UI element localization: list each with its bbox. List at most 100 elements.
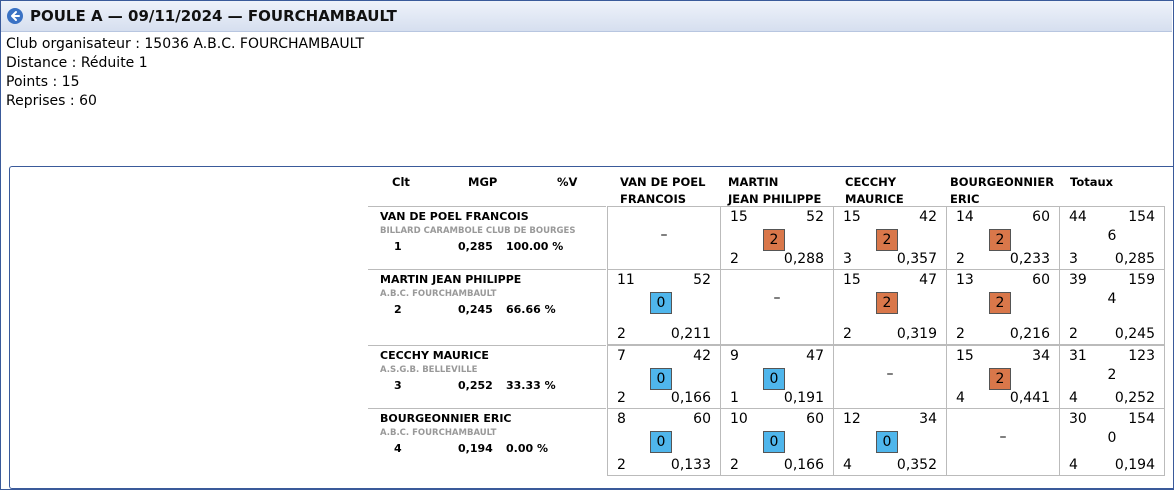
player-row[interactable]: MARTIN JEAN PHILIPPE A.B.C. FOURCHAMBAULT…	[368, 269, 606, 344]
cell-caramboles: 60	[1032, 209, 1050, 225]
cell-caramboles: 52	[693, 272, 711, 288]
totals-cell: 39 159 4 2 0,245	[1059, 269, 1165, 345]
cell-average: 0,166	[783, 457, 824, 473]
distance-info: Distance : Réduite 1	[6, 55, 148, 71]
cell-points: 12	[843, 411, 861, 427]
player-win-pct: 0.00 %	[506, 442, 548, 455]
loss-badge: 0	[763, 368, 785, 390]
cell-caramboles: 52	[806, 209, 824, 225]
cell-points: 13	[956, 272, 974, 288]
page-title: POULE A — 09/11/2024 — FOURCHAMBAULT	[30, 7, 397, 25]
cell-match-points-total: 2	[1107, 367, 1117, 383]
cell-points: 31	[1069, 348, 1087, 364]
cell-points: 15	[843, 272, 861, 288]
cell-average: 0,133	[670, 457, 711, 473]
player-name: BOURGEONNIER ERIC	[380, 412, 512, 425]
loss-badge: 0	[650, 368, 672, 390]
player-club: A.B.C. FOURCHAMBAULT	[380, 289, 497, 299]
cell-series: 2	[617, 326, 626, 342]
col-header-pct: %V	[557, 175, 578, 189]
cell-series: 2	[956, 251, 965, 267]
player-row[interactable]: CECCHY MAURICE A.S.G.B. BELLEVILLE 3 0,252 3…	[368, 345, 606, 408]
player-win-pct: 33.33 %	[506, 379, 556, 392]
cell-points: 14	[956, 209, 974, 225]
cell-caramboles: 159	[1128, 272, 1155, 288]
loss-badge: 0	[650, 431, 672, 453]
cell-series: 2	[730, 457, 739, 473]
match-cell[interactable]: 12 34 0 4 0,352	[833, 408, 947, 476]
cell-caramboles: 154	[1128, 209, 1155, 225]
col-header-line: MARTIN	[728, 175, 779, 189]
cell-caramboles: 123	[1128, 348, 1155, 364]
cell-average: 0,233	[1009, 251, 1050, 267]
match-cell[interactable]: 11 52 0 2 0,211	[607, 269, 721, 345]
match-cell[interactable]: 8 60 0 2 0,133	[607, 408, 721, 476]
cell-caramboles: 47	[919, 272, 937, 288]
match-cell[interactable]: 15 34 2 4 0,441	[946, 345, 1060, 409]
cell-average: 0,319	[896, 326, 937, 342]
cell-average: 0,252	[1114, 390, 1155, 406]
cell-caramboles: 34	[919, 411, 937, 427]
cell-series: 2	[617, 457, 626, 473]
empty-cell-dash: –	[886, 366, 894, 382]
empty-cell-dash: –	[999, 429, 1007, 445]
match-cell[interactable]: 14 60 2 2 0,233	[946, 206, 1060, 270]
cell-points: 10	[730, 411, 748, 427]
col-header-opponent: VAN DE POEL FRANCOIS	[620, 174, 705, 208]
cell-average: 0,441	[1009, 390, 1050, 406]
totals-cell: 31 123 2 4 0,252	[1059, 345, 1165, 409]
match-cell[interactable]: 10 60 0 2 0,166	[720, 408, 834, 476]
col-header-opponent: CECCHY MAURICE	[845, 174, 904, 208]
cell-points: 9	[730, 348, 739, 364]
win-badge: 2	[989, 292, 1011, 314]
cell-average: 0,216	[1009, 326, 1050, 342]
player-mgp: 0,252	[458, 379, 493, 392]
col-header-line: VAN DE POEL	[620, 175, 706, 189]
cell-points: 8	[617, 411, 626, 427]
player-row[interactable]: VAN DE POEL FRANCOIS BILLARD CARAMBOLE CL…	[368, 206, 606, 269]
player-mgp: 0,285	[458, 240, 493, 253]
col-header-line: BOURGEONNIER	[950, 175, 1055, 189]
cell-series: 2	[730, 251, 739, 267]
match-cell[interactable]: 9 47 0 1 0,191	[720, 345, 834, 409]
match-cell: –	[833, 345, 947, 409]
cell-caramboles: 42	[693, 348, 711, 364]
cell-series: 3	[1069, 251, 1078, 267]
player-row[interactable]: BOURGEONNIER ERIC A.B.C. FOURCHAMBAULT 4 0,…	[368, 408, 606, 475]
player-win-pct: 100.00 %	[506, 240, 564, 253]
player-club: BILLARD CARAMBOLE CLUB DE BOURGES	[380, 226, 576, 236]
win-badge: 2	[876, 292, 898, 314]
cell-match-points-total: 0	[1107, 430, 1117, 446]
player-name: CECCHY MAURICE	[380, 349, 489, 362]
win-badge: 2	[763, 229, 785, 251]
match-cell: –	[946, 408, 1060, 476]
reprises-info: Reprises : 60	[6, 93, 97, 109]
win-badge: 2	[876, 229, 898, 251]
cell-caramboles: 47	[806, 348, 824, 364]
cell-average: 0,166	[670, 390, 711, 406]
match-cell[interactable]: 15 42 2 3 0,357	[833, 206, 947, 270]
cell-series: 2	[617, 390, 626, 406]
cell-series: 4	[843, 457, 852, 473]
cell-series: 1	[730, 390, 739, 406]
cell-caramboles: 42	[919, 209, 937, 225]
match-cell[interactable]: 15 47 2 2 0,319	[833, 269, 947, 345]
cell-series: 2	[843, 326, 852, 342]
loss-badge: 0	[876, 431, 898, 453]
cell-average: 0,245	[1114, 326, 1155, 342]
win-badge: 2	[989, 368, 1011, 390]
totals-cell: 44 154 6 3 0,285	[1059, 206, 1165, 270]
col-header-line: ERIC	[950, 192, 980, 206]
match-cell[interactable]: 15 52 2 2 0,288	[720, 206, 834, 270]
player-win-pct: 66.66 %	[506, 303, 556, 316]
player-mgp: 0,245	[458, 303, 493, 316]
player-rank: 4	[394, 442, 402, 455]
match-cell[interactable]: 13 60 2 2 0,216	[946, 269, 1060, 345]
loss-badge: 0	[650, 292, 672, 314]
col-header-line: FRANCOIS	[620, 192, 687, 206]
cell-caramboles: 60	[1032, 272, 1050, 288]
back-arrow-icon[interactable]	[7, 8, 23, 24]
match-cell[interactable]: 7 42 0 2 0,166	[607, 345, 721, 409]
title-bar: POULE A — 09/11/2024 — FOURCHAMBAULT	[1, 1, 1172, 32]
cell-average: 0,285	[1114, 251, 1155, 267]
